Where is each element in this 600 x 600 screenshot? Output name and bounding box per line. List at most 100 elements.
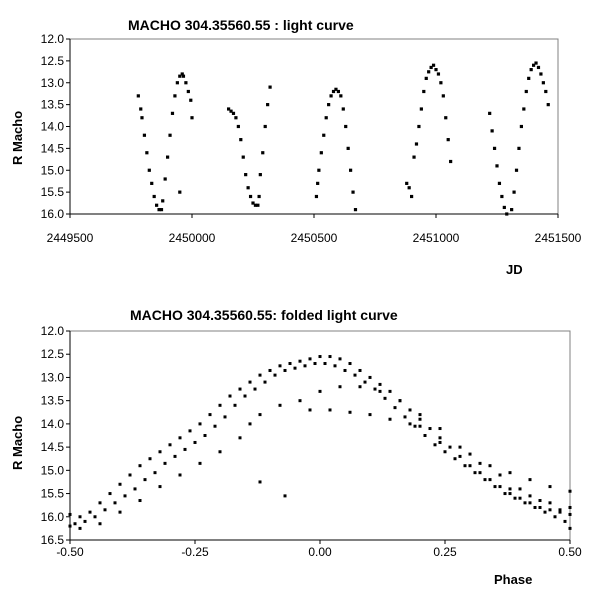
folded-light-curve-data-point (568, 512, 572, 516)
folded-light-curve-data-point (118, 482, 122, 486)
folded-light-curve-data-point (168, 443, 172, 447)
folded-light-curve-data-point (288, 362, 292, 366)
folded-light-curve-data-point (338, 385, 342, 389)
light-curve-data-point (546, 103, 550, 107)
folded-light-curve-data-point (68, 512, 72, 516)
folded-light-curve-data-point (238, 387, 242, 391)
light-curve-data-point (532, 63, 536, 67)
light-curve-data-point (317, 168, 321, 172)
folded-light-curve-data-point (453, 457, 457, 461)
folded-light-curve-x-label: Phase (494, 572, 532, 587)
light-curve-data-point (527, 76, 531, 80)
light-curve-data-point (534, 61, 538, 65)
light-curve-data-point (189, 98, 193, 102)
light-curve-data-point (166, 155, 170, 159)
folded-light-curve-data-point (513, 496, 517, 500)
folded-light-curve-chart: MACHO 304.35560.55: folded light curve 1… (10, 307, 582, 587)
folded-light-curve-data-point (163, 461, 167, 465)
light-curve-data-point (140, 116, 144, 120)
folded-light-curve-data-point (238, 436, 242, 440)
folded-light-curve-data-point (248, 380, 252, 384)
light-curve-data-point (405, 181, 409, 185)
folded-light-curve-data-point (73, 522, 77, 526)
folded-light-curve-data-point (68, 524, 72, 528)
light-curve-data-point (544, 89, 548, 94)
light-curve-data-point (145, 151, 149, 155)
folded-light-curve-data-point (203, 434, 207, 437)
folded-light-curve-data-point (528, 494, 532, 498)
folded-light-curve-x-tick-label: 0.00 (308, 545, 332, 559)
folded-light-curve-data-point (568, 489, 572, 493)
light-curve-data-point (150, 181, 154, 185)
folded-light-curve-data-point (378, 382, 382, 386)
light-curve-data-point (155, 203, 159, 207)
light-curve-data-point (517, 146, 521, 150)
folded-light-curve-data-point (278, 403, 282, 407)
folded-light-curve-data-point (283, 494, 287, 498)
folded-light-curve-data-point (508, 492, 512, 496)
light-curve-data-point (336, 89, 340, 94)
folded-light-curve-data-point (153, 471, 157, 475)
light-curve-data-point (522, 107, 526, 111)
light-curve-data-point (502, 205, 506, 210)
folded-light-curve-data-point (558, 510, 562, 514)
folded-light-curve-data-point (368, 375, 372, 379)
folded-light-curve-data-point (358, 385, 362, 389)
folded-light-curve-data-point (468, 452, 472, 456)
folded-light-curve-data-point (358, 368, 362, 372)
light-curve-data-point (441, 94, 445, 98)
folded-light-curve-data-point (258, 480, 262, 484)
light-curve-data-point (497, 181, 502, 185)
folded-light-curve-data-point (233, 403, 237, 407)
folded-light-curve-data-point (363, 380, 367, 384)
folded-light-curve-data-point (388, 417, 392, 421)
light-curve-data-point (229, 109, 233, 113)
light-curve-data-point (510, 208, 514, 212)
folded-light-curve-data-point (93, 515, 97, 519)
folded-light-curve-data-point (178, 473, 182, 477)
light-curve-data-point (351, 190, 355, 194)
folded-light-curve-data-point (488, 464, 492, 468)
light-curve-data-point (161, 199, 165, 203)
folded-light-curve-data-point (258, 413, 262, 417)
folded-light-curve-data-point (548, 508, 552, 512)
folded-light-curve-data-point (78, 515, 82, 519)
folded-light-curve-data-point (483, 478, 487, 482)
light-curve-y-tick-label: 13.5 (41, 98, 65, 112)
folded-light-curve-data-point (418, 424, 422, 428)
folded-light-curve-data-point (223, 415, 227, 419)
folded-light-curve-data-point (498, 485, 502, 489)
light-curve-y-tick-label: 12.0 (41, 32, 65, 46)
light-curve-data-point (329, 94, 333, 98)
light-curve-data-point (536, 65, 541, 70)
folded-light-curve-data-point (373, 387, 377, 391)
folded-light-curve-data-point (458, 445, 462, 449)
folded-light-curve-data-point (508, 471, 512, 475)
light-curve-data-point (147, 168, 151, 172)
light-curve-data-point (434, 68, 438, 72)
folded-light-curve-data-point (118, 510, 122, 514)
light-curve-x-tick-label: 2450000 (169, 231, 216, 245)
folded-light-curve-data-point (568, 505, 572, 509)
light-curve-data-point (341, 107, 345, 111)
folded-light-curve-data-point (248, 422, 252, 426)
light-curve-data-point (152, 194, 156, 199)
light-curve-data-point (427, 70, 431, 74)
folded-light-curve-y-tick-label: 14.0 (41, 417, 65, 431)
light-curve-data-point (231, 111, 236, 115)
folded-light-curve-data-point (448, 445, 452, 449)
folded-light-curve-data-point (183, 447, 187, 451)
folded-light-curve-data-point (478, 461, 482, 465)
light-curve-data-point (439, 81, 443, 85)
light-curve-y-label: R Macho (10, 111, 25, 165)
folded-light-curve-data-point (148, 457, 152, 461)
light-curve-data-point (429, 65, 433, 70)
folded-light-curve-data-point (78, 526, 82, 530)
folded-light-curve-data-point (323, 362, 327, 366)
folded-light-curve-data-point (403, 415, 407, 419)
light-curve-data-point (253, 203, 258, 207)
folded-light-curve-data-point (313, 362, 317, 366)
light-curve-data-point (227, 107, 231, 111)
folded-light-curve-data-point (458, 454, 462, 458)
